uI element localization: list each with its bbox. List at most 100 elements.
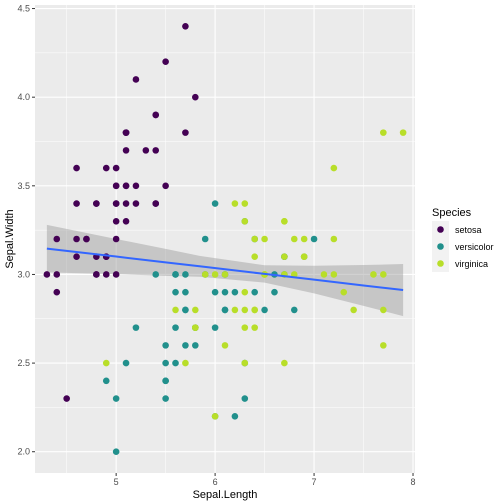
data-point-versicolor	[211, 288, 219, 296]
data-point-versicolor	[241, 395, 249, 402]
data-point-setosa	[162, 182, 169, 190]
data-point-virginica	[192, 306, 199, 314]
data-point-virginica	[350, 306, 357, 314]
data-point-virginica	[330, 164, 338, 172]
y-axis: 2.0 2.5 3.0 3.5 4.0 4.5	[17, 4, 35, 457]
data-point-virginica	[241, 288, 249, 296]
data-point-versicolor	[221, 306, 229, 314]
data-point-versicolor	[261, 306, 268, 314]
data-point-virginica	[330, 235, 338, 243]
data-point-setosa	[122, 200, 130, 207]
y-tick-label: 4.0	[17, 92, 30, 102]
data-point-virginica	[340, 288, 348, 296]
y-tick-label: 3.0	[17, 269, 30, 279]
data-point-setosa	[73, 164, 80, 172]
data-point-versicolor	[231, 288, 239, 296]
data-point-setosa	[73, 253, 80, 261]
legend-key-setosa	[437, 226, 444, 233]
data-point-setosa	[112, 235, 120, 243]
data-point-setosa	[152, 147, 160, 154]
data-point-virginica	[211, 412, 219, 420]
data-point-virginica	[241, 359, 249, 367]
data-point-setosa	[122, 217, 130, 225]
data-point-virginica	[290, 271, 298, 278]
data-point-versicolor	[221, 288, 229, 296]
data-point-virginica	[380, 271, 387, 278]
data-point-versicolor	[172, 288, 179, 296]
data-point-versicolor	[172, 359, 179, 367]
data-point-setosa	[192, 93, 199, 101]
x-tick-label: 8	[411, 477, 416, 487]
data-point-virginica	[182, 359, 189, 367]
data-point-setosa	[122, 129, 130, 136]
data-point-versicolor	[182, 271, 189, 278]
data-point-setosa	[73, 235, 80, 243]
data-point-setosa	[53, 271, 61, 278]
data-point-setosa	[43, 271, 51, 278]
data-point-virginica	[201, 271, 209, 278]
data-point-setosa	[93, 271, 100, 278]
data-point-virginica	[399, 129, 407, 136]
trend-line	[46, 247, 404, 292]
data-point-setosa	[132, 200, 140, 207]
data-point-setosa	[122, 182, 130, 190]
data-point-setosa	[53, 288, 61, 296]
data-point-versicolor	[182, 342, 189, 349]
data-point-virginica	[221, 271, 229, 278]
y-tick-label: 4.5	[17, 4, 30, 14]
data-point-versicolor	[182, 306, 189, 314]
y-tick-label: 2.0	[17, 447, 30, 457]
data-point-virginica	[241, 200, 249, 207]
data-point-versicolor	[211, 324, 219, 331]
data-point-virginica	[251, 306, 258, 314]
data-point-virginica	[281, 217, 288, 225]
regression-line	[46, 247, 404, 292]
data-point-virginica	[241, 306, 249, 314]
data-point-versicolor	[162, 377, 169, 385]
x-tick-label: 5	[114, 477, 119, 487]
data-point-virginica	[231, 200, 239, 207]
data-point-versicolor	[310, 235, 318, 243]
data-point-versicolor	[162, 395, 169, 402]
data-point-setosa	[93, 200, 100, 207]
data-point-virginica	[281, 359, 288, 367]
data-point-virginica	[380, 306, 387, 314]
data-point-setosa	[83, 235, 90, 243]
data-point-versicolor	[172, 271, 179, 278]
data-point-virginica	[380, 129, 387, 136]
data-point-versicolor	[172, 324, 179, 331]
x-axis-title: Sepal.Length	[193, 489, 258, 501]
data-point-setosa	[152, 200, 160, 207]
data-point-virginica	[370, 271, 377, 278]
data-point-versicolor	[132, 324, 140, 331]
data-point-setosa	[162, 58, 169, 66]
data-point-virginica	[211, 271, 219, 278]
y-tick-label: 2.5	[17, 358, 30, 368]
legend-title: Species	[432, 207, 472, 219]
data-point-virginica	[300, 253, 308, 261]
data-point-versicolor	[201, 235, 209, 243]
data-point-versicolor	[251, 288, 258, 296]
data-points	[43, 22, 407, 456]
data-point-versicolor	[162, 359, 169, 367]
data-point-versicolor	[102, 377, 110, 385]
data-point-setosa	[112, 271, 120, 278]
legend-label-setosa: setosa	[455, 225, 482, 235]
data-point-setosa	[152, 111, 160, 119]
legend-label-virginica: virginica	[455, 259, 488, 269]
data-point-virginica	[290, 235, 298, 243]
x-axis: 5 6 7 8	[114, 473, 416, 487]
data-point-setosa	[102, 271, 110, 278]
confidence-band-area	[46, 224, 404, 317]
data-point-versicolor	[162, 342, 169, 349]
data-point-setosa	[73, 200, 80, 207]
data-point-virginica	[241, 324, 249, 331]
data-point-virginica	[380, 342, 387, 349]
confidence-band	[46, 224, 404, 317]
data-point-virginica	[192, 324, 199, 331]
data-point-setosa	[53, 235, 61, 243]
data-point-setosa	[112, 182, 120, 190]
data-point-virginica	[102, 359, 110, 367]
data-point-setosa	[112, 200, 120, 207]
